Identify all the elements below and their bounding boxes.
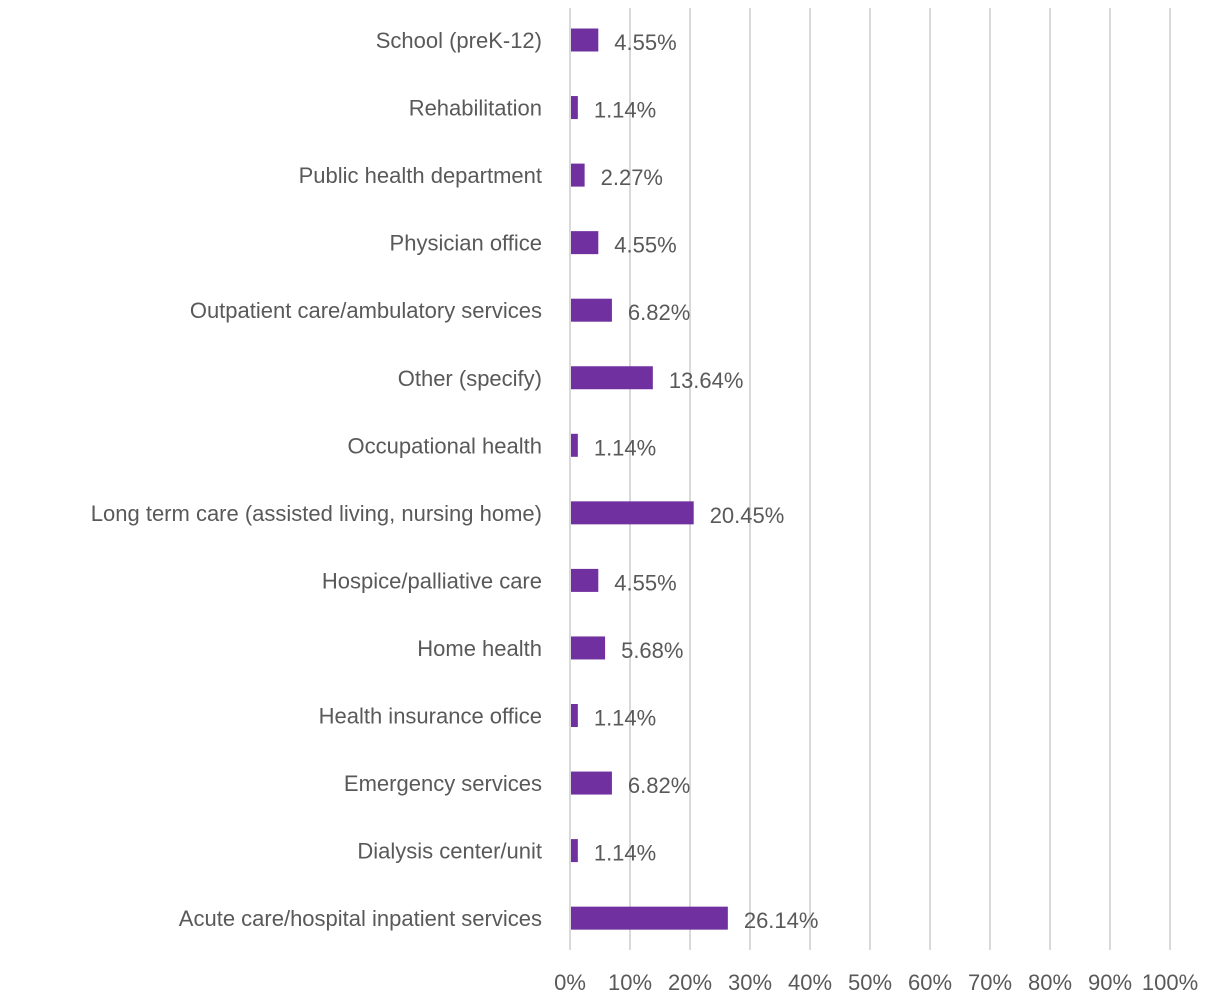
category-label: Public health department: [299, 163, 542, 188]
category-label: Health insurance office: [319, 704, 542, 729]
category-label: Home health: [417, 636, 542, 661]
x-tick-label: 30%: [728, 970, 772, 995]
data-label: 1.14%: [594, 435, 656, 460]
category-labels: School (preK-12) Rehabilitation Public hea…: [91, 28, 542, 931]
x-tick-label: 50%: [848, 970, 892, 995]
data-label: 13.64%: [669, 368, 744, 393]
x-axis-tick-labels: 0% 10% 20% 30% 40% 50% 60% 70% 80% 90% 100%: [554, 970, 1198, 995]
data-label: 6.82%: [628, 300, 690, 325]
category-label: Outpatient care/ambulatory services: [190, 298, 542, 323]
data-label: 4.55%: [614, 570, 676, 595]
bar: [571, 906, 728, 930]
bars: [571, 28, 728, 930]
bar: [571, 568, 599, 592]
x-tick-label: 60%: [908, 970, 952, 995]
x-tick-label: 20%: [668, 970, 712, 995]
category-label: Rehabilitation: [409, 96, 542, 121]
category-label: Acute care/hospital inpatient services: [179, 906, 542, 931]
bar: [571, 28, 599, 52]
x-tick-label: 40%: [788, 970, 832, 995]
data-label: 5.68%: [621, 638, 683, 663]
x-tick-label: 100%: [1142, 970, 1198, 995]
bar: [571, 163, 585, 187]
data-label: 4.55%: [614, 233, 676, 258]
bar: [571, 96, 578, 120]
bar: [571, 298, 612, 322]
value-labels: 4.55% 1.14% 2.27% 4.55% 6.82% 13.64% 1.14% 20.4…: [594, 30, 819, 933]
data-label: 1.14%: [594, 706, 656, 731]
data-label: 1.14%: [594, 841, 656, 866]
category-label: Long term care (assisted living, nursing…: [91, 501, 542, 526]
category-label: Occupational health: [348, 433, 542, 458]
x-tick-label: 0%: [554, 970, 586, 995]
bar: [571, 636, 606, 660]
bar: [571, 501, 694, 525]
category-label: Other (specify): [398, 366, 542, 391]
bar: [571, 771, 612, 795]
gridlines: [569, 8, 1171, 950]
bar: [571, 366, 653, 390]
category-label: Physician office: [390, 231, 542, 256]
data-label: 20.45%: [710, 503, 785, 528]
data-label: 2.27%: [601, 165, 663, 190]
category-label: Hospice/palliative care: [322, 568, 542, 593]
bar: [571, 433, 578, 457]
category-label: Emergency services: [344, 771, 542, 796]
data-label: 4.55%: [614, 30, 676, 55]
x-tick-label: 10%: [608, 970, 652, 995]
category-label: Dialysis center/unit: [357, 839, 542, 864]
category-label: School (preK-12): [376, 28, 542, 53]
bar: [571, 231, 599, 255]
x-tick-label: 80%: [1028, 970, 1072, 995]
bar: [571, 839, 578, 863]
data-label: 26.14%: [744, 908, 819, 933]
data-label: 1.14%: [594, 98, 656, 123]
data-label: 6.82%: [628, 773, 690, 798]
bar: [571, 704, 578, 727]
x-tick-label: 90%: [1088, 970, 1132, 995]
x-tick-label: 70%: [968, 970, 1012, 995]
